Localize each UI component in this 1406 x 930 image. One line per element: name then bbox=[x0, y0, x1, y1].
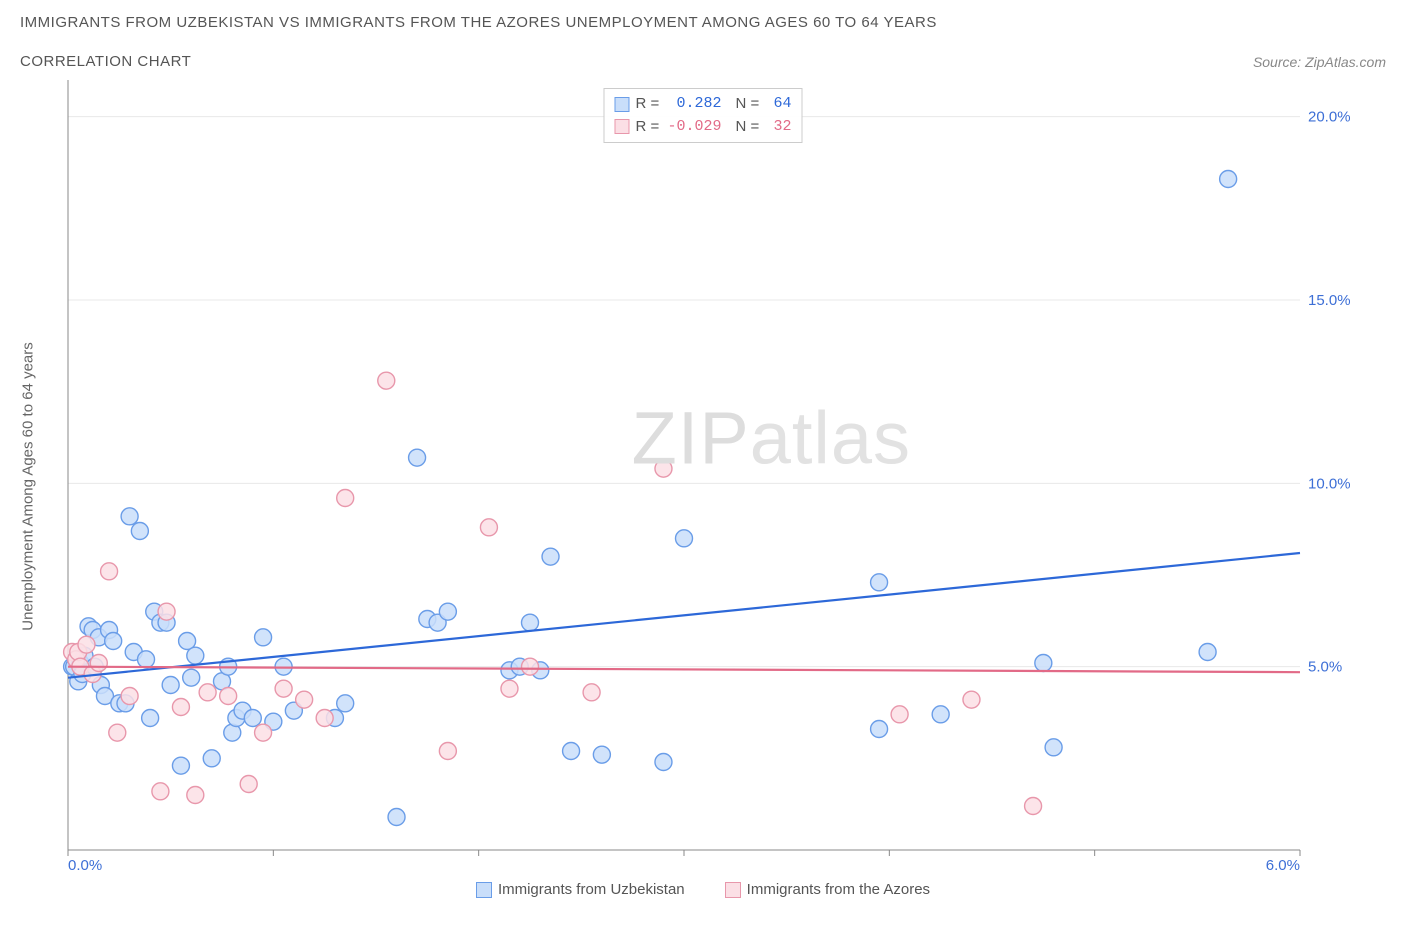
svg-text:5.0%: 5.0% bbox=[1308, 659, 1342, 676]
chart-subtitle: CORRELATION CHART bbox=[20, 53, 191, 70]
legend-swatch bbox=[725, 882, 741, 898]
r-value: 0.282 bbox=[667, 93, 721, 116]
n-label: N = bbox=[735, 93, 761, 116]
scatter-chart: 0.0% 6.0% 5.0% 10.0% 15.0% 20.0% bbox=[20, 80, 1350, 870]
legend-label: Immigrants from the Azores bbox=[747, 881, 930, 898]
svg-text:10.0%: 10.0% bbox=[1308, 475, 1350, 492]
series-swatch bbox=[614, 97, 629, 112]
stats-row: R = -0.029 N = 32 bbox=[614, 116, 791, 139]
subtitle-row: CORRELATION CHART Source: ZipAtlas.com bbox=[20, 53, 1386, 70]
stats-row: R = 0.282 N = 64 bbox=[614, 93, 791, 116]
source-label: Source: ZipAtlas.com bbox=[1253, 54, 1386, 70]
legend-item: Immigrants from Uzbekistan bbox=[476, 881, 685, 898]
series-swatch bbox=[614, 119, 629, 134]
legend-item: Immigrants from the Azores bbox=[725, 881, 930, 898]
n-label: N = bbox=[736, 116, 762, 139]
svg-text:6.0%: 6.0% bbox=[1266, 857, 1300, 870]
chart-container: Unemployment Among Ages 60 to 64 years 0… bbox=[20, 80, 1386, 875]
legend: Immigrants from Uzbekistan Immigrants fro… bbox=[20, 881, 1386, 898]
legend-swatch bbox=[476, 882, 492, 898]
svg-text:15.0%: 15.0% bbox=[1308, 292, 1350, 309]
svg-text:0.0%: 0.0% bbox=[68, 857, 102, 870]
r-label: R = bbox=[635, 93, 661, 116]
chart-title: IMMIGRANTS FROM UZBEKISTAN VS IMMIGRANTS… bbox=[20, 14, 1386, 31]
r-value: -0.029 bbox=[667, 116, 721, 139]
correlation-stats-box: R =0.282N =64R =-0.029N =32 bbox=[603, 88, 802, 143]
n-value: 64 bbox=[767, 93, 791, 116]
r-label: R = bbox=[635, 116, 661, 139]
svg-text:20.0%: 20.0% bbox=[1308, 109, 1350, 126]
n-value: 32 bbox=[768, 116, 792, 139]
y-axis-label: Unemployment Among Ages 60 to 64 years bbox=[20, 342, 37, 631]
legend-label: Immigrants from Uzbekistan bbox=[498, 881, 685, 898]
